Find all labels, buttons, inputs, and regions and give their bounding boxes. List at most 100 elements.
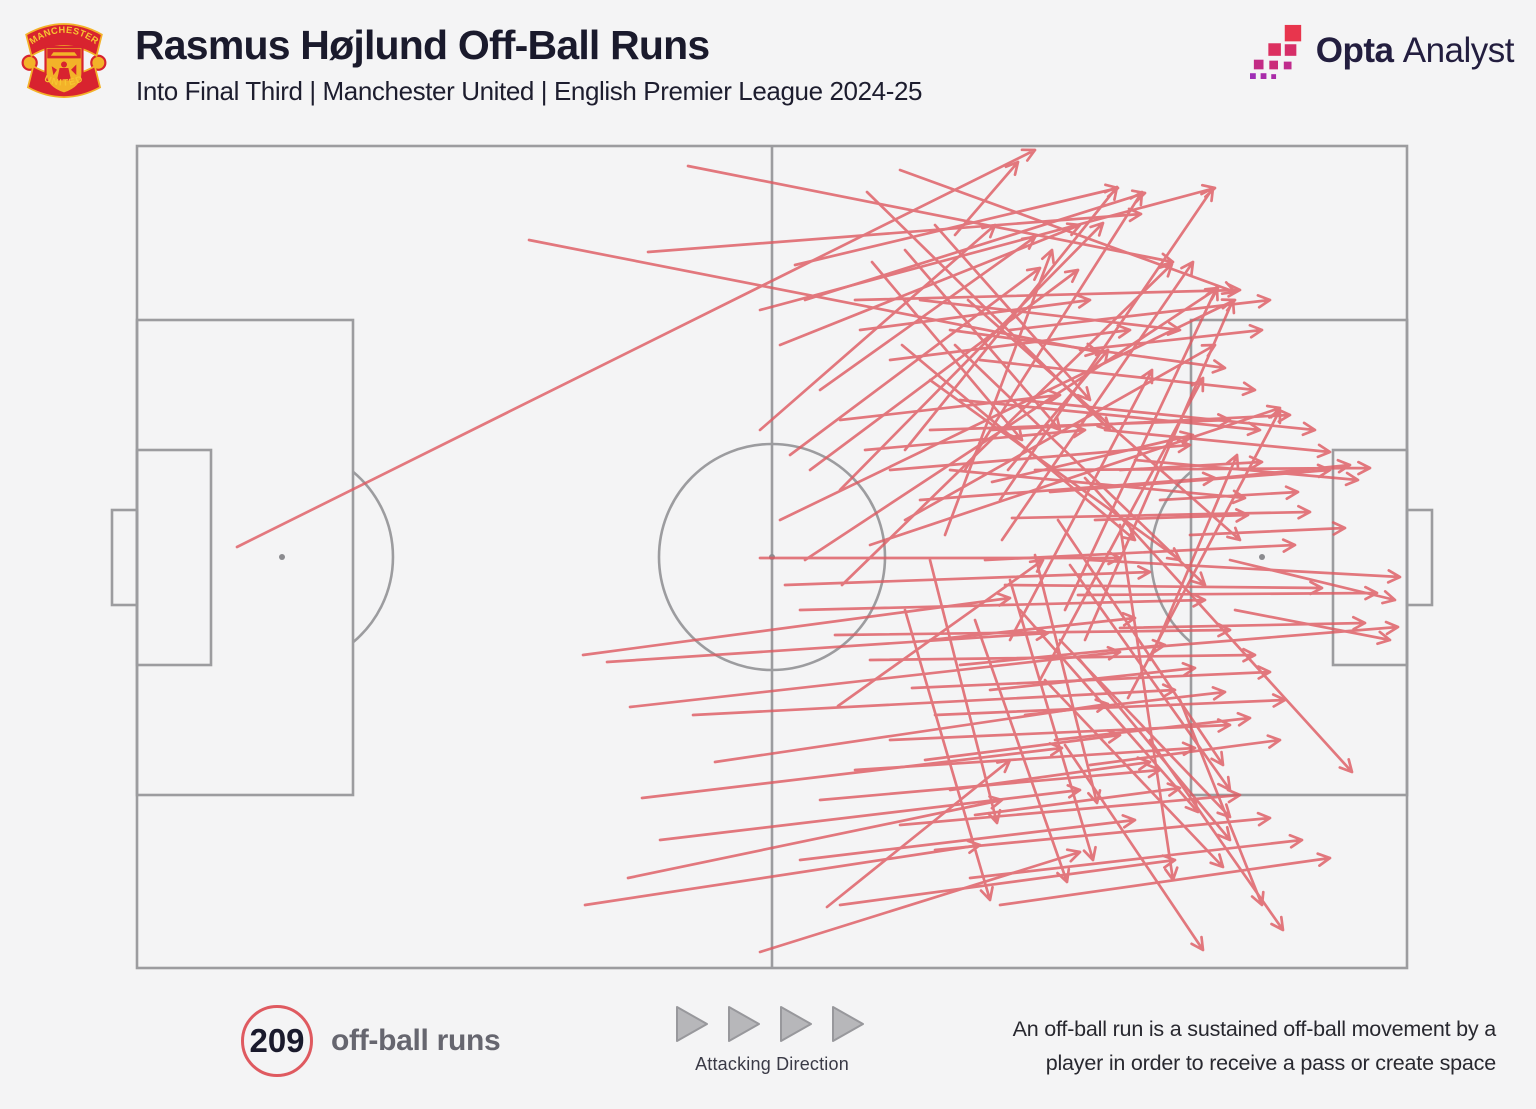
run-arrow [978, 358, 1257, 397]
run-arrow [783, 565, 1152, 587]
run-arrow [928, 558, 1002, 825]
run-arrow [1076, 585, 1379, 601]
run-arrow [953, 160, 1020, 237]
attacking-direction-triangle-icon [728, 1006, 760, 1042]
run-arrow [903, 608, 994, 902]
page-subtitle: Into Final Third | Manchester United | E… [136, 76, 923, 106]
run-arrow [1010, 504, 1312, 520]
run-arrow [1008, 578, 1097, 862]
run-arrow [903, 185, 1119, 452]
right-penalty-area [1189, 318, 1409, 797]
run-arrow [870, 260, 1024, 442]
right-goal [1405, 508, 1434, 607]
runs-count: 209 [249, 1022, 305, 1059]
run-arrow [863, 423, 1087, 452]
run-arrows-layer [235, 148, 1402, 954]
opta-analyst-logo: Opta Analyst [1249, 22, 1515, 80]
run-arrow [918, 471, 1217, 502]
run-arrow [1103, 428, 1332, 459]
run-arrow [903, 248, 1062, 432]
right-six-yard-box [1331, 448, 1409, 667]
run-arrow [1228, 558, 1397, 605]
run-arrow [958, 398, 1262, 437]
run-arrow [1233, 608, 1392, 646]
crest-bottom-text: UNITED [43, 73, 85, 88]
run-arrow [1133, 458, 1360, 487]
run-arrow [888, 438, 1192, 472]
run-arrow [788, 266, 1042, 457]
run-arrow [1138, 620, 1400, 650]
run-arrow [1023, 686, 1227, 717]
attacking-direction-triangles [676, 1006, 864, 1042]
run-arrow [838, 221, 1105, 492]
opta-wordmark-light: Analyst [1402, 31, 1515, 70]
run-arrow [998, 186, 1215, 502]
opta-logo-icon [1249, 24, 1301, 79]
run-arrow [948, 468, 1247, 505]
run-arrow [1000, 260, 1195, 542]
run-arrow [943, 248, 1055, 537]
left-goal [110, 508, 139, 607]
run-arrow [1043, 678, 1225, 869]
attacking-direction-label: Attacking Direction [695, 1054, 849, 1074]
attacking-direction-legend: Attacking Direction [658, 1004, 886, 1075]
opta-wordmark: Opta Analyst [1315, 31, 1515, 71]
runs-label: off-ball runs [331, 1024, 501, 1057]
run-arrow [853, 282, 1242, 302]
runs-count-badge: 209 [241, 1005, 313, 1077]
run-arrow [798, 592, 1207, 612]
run-arrow [818, 235, 1037, 392]
run-arrow [1068, 563, 1232, 792]
run-arrow [1118, 523, 1179, 882]
run-arrow [1003, 580, 1324, 596]
run-arrow [1078, 658, 1232, 842]
run-arrow [923, 729, 1122, 762]
run-arrow [933, 223, 1092, 402]
run-arrow [1118, 615, 1367, 631]
run-arrow [990, 430, 1195, 484]
right-penalty-spot [1259, 554, 1265, 560]
run-arrow [953, 343, 1207, 587]
attacking-direction-triangle-icon [676, 1006, 708, 1042]
run-arrow [626, 795, 1004, 880]
definition-text: An off-ball run is a sustained off-ball … [1013, 1012, 1497, 1080]
left-penalty-spot [279, 554, 285, 560]
opta-wordmark-bold: Opta [1315, 31, 1394, 70]
run-arrow [1053, 711, 1252, 742]
run-arrow [1188, 521, 1347, 537]
manchester-united-crest-icon: MANCHESTER UNITED [21, 23, 107, 98]
run-arrow [1063, 743, 1205, 952]
page-title: Rasmus Højlund Off-Ball Runs [135, 22, 710, 68]
run-arrow [838, 854, 1177, 907]
run-arrow [918, 298, 1182, 336]
left-penalty-area [135, 318, 355, 797]
run-arrow [983, 538, 1297, 562]
run-arrow [1008, 294, 1272, 332]
run-arrow [988, 408, 1292, 432]
run-arrow [836, 558, 1045, 708]
run-arrow [838, 388, 1062, 422]
run-arrow [898, 788, 1242, 827]
run-arrow [958, 638, 1167, 667]
run-arrow [235, 148, 1037, 549]
run-arrow [1178, 698, 1265, 907]
run-arrow [1006, 348, 1110, 472]
run-arrow [988, 661, 1197, 692]
run-arrow [933, 811, 1272, 852]
run-arrow [1088, 558, 1402, 584]
run-arrow [948, 756, 1152, 792]
run-arrow [858, 294, 1092, 332]
attacking-direction-triangle-icon [780, 1006, 812, 1042]
run-arrow [1148, 738, 1285, 932]
run-arrow [1078, 323, 1264, 352]
run-arrow [658, 784, 1082, 842]
crest-ship [50, 52, 78, 56]
definition-line-2: player in order to receive a pass or cre… [1045, 1051, 1497, 1075]
run-arrow [640, 742, 1064, 800]
attacking-direction-triangle-icon [832, 1006, 864, 1042]
run-arrow [798, 814, 1137, 862]
run-arrow [928, 611, 1137, 642]
run-arrow [998, 852, 1332, 907]
run-arrow [1018, 398, 1317, 437]
